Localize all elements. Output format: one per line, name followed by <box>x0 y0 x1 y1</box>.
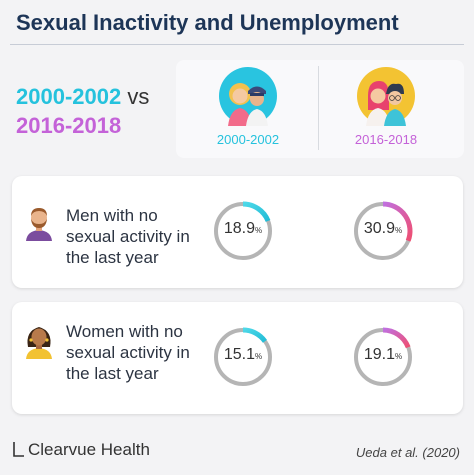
gauge-value-text: 19.1 <box>363 346 395 363</box>
women-2000-gauge: 15.1% <box>212 326 274 388</box>
couple-2000-illustration <box>218 66 278 126</box>
gauge-arc <box>382 201 413 242</box>
period-b-heading: 2016-2018 <box>16 113 122 138</box>
period-a-text: 2000-2002 <box>16 84 122 109</box>
women-stat-label: Women with no sexual activity in the las… <box>66 322 190 383</box>
gauge-unit: % <box>395 352 403 361</box>
men-stat-label: Men with no sexual activity in the last … <box>66 206 190 267</box>
men-stat-card <box>12 176 463 288</box>
header-label-2000: 2000-2002 <box>216 132 280 147</box>
header-label-2016: 2016-2018 <box>354 132 418 147</box>
vs-text: vs <box>127 84 150 109</box>
period-a-heading: 2000-2002 vs <box>16 84 149 110</box>
title-divider <box>10 44 464 45</box>
gauge-arc <box>242 327 267 343</box>
man-avatar-icon <box>24 205 54 241</box>
gauge-arc <box>242 201 271 222</box>
brand-logo: Clearvue Health <box>12 440 150 460</box>
gauge-unit: % <box>255 352 263 361</box>
men-2000-gauge: 18.9% <box>212 200 274 262</box>
gauge-arc <box>382 327 411 349</box>
citation: Ueda et al. (2020) <box>355 445 460 460</box>
couple-2016-illustration <box>356 66 416 126</box>
women-stat-card <box>12 302 463 414</box>
women-2016-gauge: 19.1% <box>352 326 414 388</box>
header-divider <box>318 66 319 150</box>
gauge-unit: % <box>395 226 403 235</box>
gauge-value-text: 18.9 <box>223 220 255 237</box>
brand-name: Clearvue Health <box>28 440 150 459</box>
gauge-unit: % <box>255 226 263 235</box>
gauge-value-text: 30.9 <box>363 220 395 237</box>
clearvue-logo-icon <box>13 442 24 457</box>
woman-avatar-icon <box>24 323 54 359</box>
page-title: Sexual Inactivity and Unemployment <box>16 10 399 35</box>
gauge-value-text: 15.1 <box>223 346 255 363</box>
men-2016-gauge: 30.9% <box>352 200 414 262</box>
